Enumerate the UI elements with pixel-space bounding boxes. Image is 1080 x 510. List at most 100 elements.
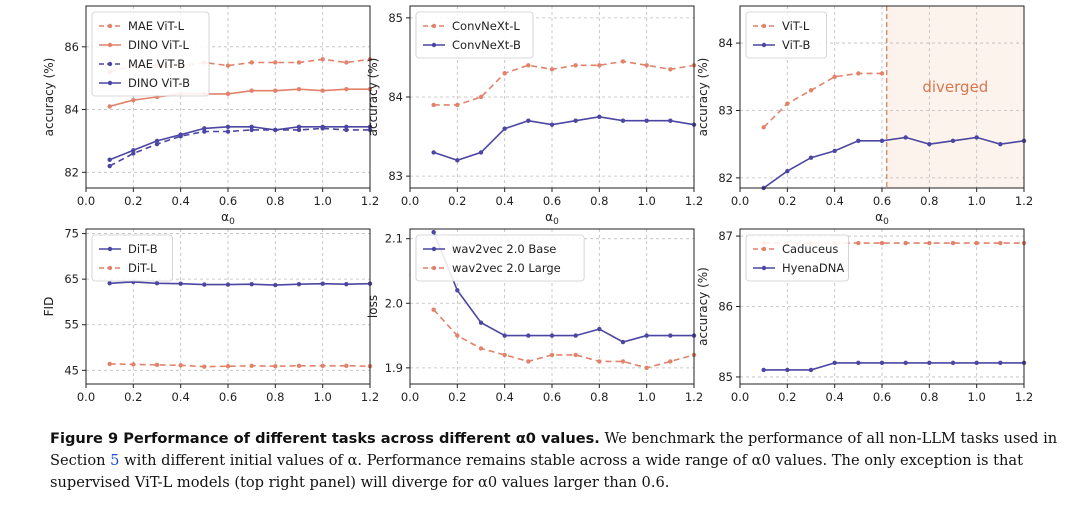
x-axis-label: α0: [221, 210, 235, 227]
data-point: [431, 230, 436, 235]
legend-box: [415, 234, 585, 282]
diverged-region: [886, 6, 1024, 188]
legend-marker: [107, 42, 113, 48]
data-point: [974, 135, 979, 140]
legend-box: [745, 11, 827, 59]
data-point: [998, 141, 1003, 147]
legend-marker: [761, 265, 767, 271]
x-tick-label: 1.0: [638, 390, 656, 404]
plot-frame: [85, 5, 371, 189]
data-point: [808, 88, 814, 93]
legend-label: MAE ViT-B: [128, 57, 185, 71]
x-tick-label: 0.0: [401, 194, 419, 208]
data-point: [455, 158, 460, 163]
data-point: [974, 360, 979, 366]
data-point: [644, 118, 649, 123]
data-point: [320, 281, 325, 286]
x-tick-label: 0.4: [496, 194, 514, 208]
data-point: [249, 60, 254, 65]
y-tick-label: 2.0: [385, 296, 403, 310]
data-point: [344, 127, 349, 133]
x-tick-label: 0.4: [172, 194, 190, 208]
x-tick-label: 0.4: [496, 390, 514, 404]
data-point: [668, 118, 673, 123]
data-point: [249, 363, 254, 368]
data-point: [502, 352, 507, 358]
data-point: [107, 157, 112, 162]
data-point: [178, 363, 183, 368]
x-tick-label: 0.2: [448, 194, 466, 208]
x-tick-label: 0.0: [77, 194, 95, 208]
series-line-1: [109, 281, 371, 286]
data-point: [296, 281, 302, 287]
x-tick-label: 0.2: [124, 194, 142, 208]
legend-marker: [761, 23, 767, 29]
data-point: [927, 360, 932, 366]
data-point: [178, 132, 183, 137]
data-point: [225, 124, 231, 130]
data-point: [107, 361, 112, 367]
data-point: [573, 333, 578, 338]
legend-label: DiT-L: [128, 261, 157, 275]
data-point: [296, 60, 302, 65]
legend-marker: [431, 265, 437, 271]
legend-label: ConvNeXt-L: [452, 19, 520, 33]
data-point: [856, 360, 861, 366]
data-point: [620, 339, 626, 345]
x-tick-label: 0.2: [448, 390, 466, 404]
data-point: [620, 359, 626, 364]
chart-panel-6: 0.0 0.2 0.4 0.6 0.8 1.0 1.2 85 86 87 Caduceus Hyena…: [696, 228, 1033, 410]
legend-marker: [107, 61, 113, 67]
data-point: [761, 367, 766, 373]
legend-marker: [107, 80, 113, 86]
data-point: [344, 60, 349, 65]
plot-frame: [409, 228, 695, 385]
series-line-2: [763, 362, 1024, 371]
data-point: [549, 333, 555, 338]
data-point: [273, 88, 278, 93]
data-point: [107, 163, 112, 169]
legend-box: [91, 234, 173, 282]
chart-panel-2: 0.0 0.2 0.4 0.6 0.8 1.0 1.2 83 84 85 ConvNeXt-L Con…: [366, 5, 703, 227]
data-point: [903, 360, 908, 366]
data-point: [225, 63, 231, 68]
data-point: [808, 367, 814, 373]
data-point: [478, 94, 484, 100]
legend-box: [415, 11, 534, 59]
legend-marker: [107, 265, 113, 271]
plot-frame: [85, 228, 371, 385]
series-line-4: [109, 126, 370, 161]
x-tick-label: 0.8: [266, 390, 284, 404]
data-point: [502, 333, 507, 338]
series-line-1: [433, 60, 695, 106]
y-axis-label: accuracy (%): [366, 58, 380, 137]
series-line-3: [109, 127, 370, 167]
data-point: [644, 63, 649, 68]
data-point: [549, 352, 555, 358]
data-point: [620, 118, 626, 123]
data-point: [320, 88, 325, 93]
legend-label: DINO ViT-L: [128, 38, 189, 52]
section-link[interactable]: 5: [110, 452, 120, 469]
data-point: [950, 240, 956, 246]
data-point: [879, 240, 885, 246]
x-tick-label: 1.2: [685, 390, 703, 404]
data-point: [879, 138, 885, 144]
caption-lead: Figure 9 Performance of different tasks …: [50, 430, 600, 447]
data-point: [808, 155, 814, 160]
series-line-2: [433, 309, 695, 369]
data-point: [526, 118, 531, 123]
data-point: [131, 97, 136, 103]
chart-panel-3: 0.0 0.2 0.4 0.6 0.8 1.0 1.2 82 83 84 diverged ViT-L…: [696, 5, 1033, 227]
y-axis-label: accuracy (%): [42, 58, 56, 137]
x-tick-label: 1.0: [314, 390, 332, 404]
x-tick-label: 0.0: [731, 390, 749, 404]
y-tick-label: 45: [64, 363, 79, 377]
x-tick-label: 0.6: [873, 194, 891, 208]
data-point: [526, 333, 531, 338]
x-tick-label: 1.2: [361, 194, 379, 208]
data-point: [478, 320, 484, 325]
data-point: [644, 333, 649, 338]
data-point: [273, 282, 278, 288]
data-point: [154, 141, 160, 147]
